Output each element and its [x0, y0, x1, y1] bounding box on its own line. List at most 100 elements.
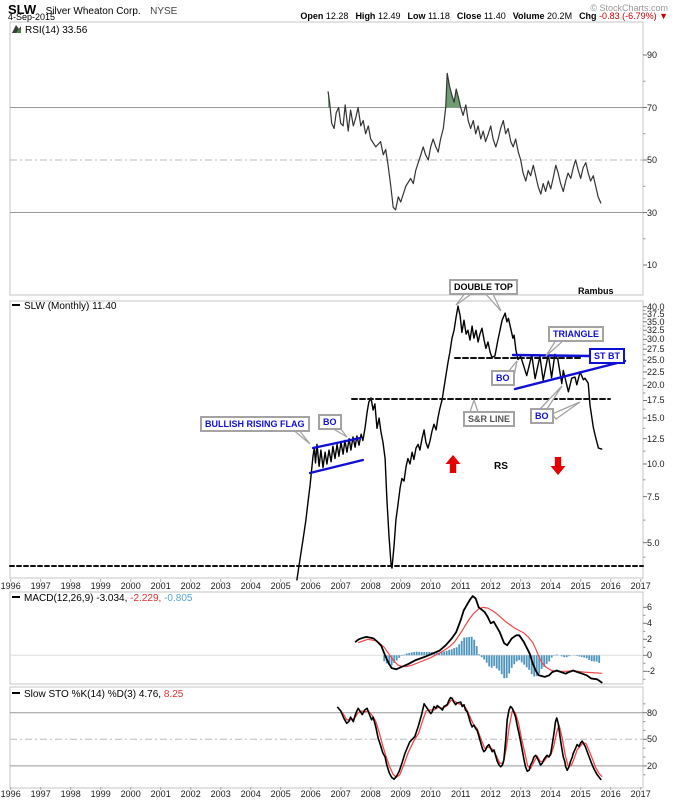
quote-label-high: High [355, 11, 376, 21]
area-chart-icon [12, 25, 21, 33]
sto-ytick-50: 50 [647, 734, 658, 745]
x-axis-year-1998-row1: 1998 [60, 789, 81, 799]
x-axis-year-2001-row0: 2001 [150, 581, 171, 591]
quote-label-chg: Chg [579, 11, 597, 21]
x-axis-year-2011-row1: 2011 [451, 789, 471, 799]
x-axis-year-2010-row0: 2010 [420, 581, 441, 591]
x-axis-year-1996-row0: 1996 [0, 581, 21, 591]
rsi-ytick-90: 90 [647, 50, 658, 60]
price-ytick-12.5: 12.5 [647, 433, 665, 444]
x-axis-year-2003-row1: 2003 [210, 789, 231, 799]
x-axis-year-2016-row0: 2016 [600, 581, 621, 591]
x-axis-year-2002-row1: 2002 [180, 789, 201, 799]
sto-label-part-0: Slow STO %K(14) %D(3) 4.76, [24, 689, 162, 700]
price-ytick-37.5: 37.5 [647, 309, 665, 319]
ohlc-quote-row: Open 12.28 High 12.49 Low 11.18 Close 11.40… [300, 11, 668, 21]
legend-dash-icon [12, 304, 20, 307]
exchange-name: NYSE [150, 6, 178, 17]
ticker-symbol: SLW [8, 2, 37, 17]
legend-dash-icon [12, 692, 20, 695]
x-axis-year-2012-row1: 2012 [480, 789, 501, 799]
macd-ytick--2: -2 [647, 666, 656, 677]
price-ytick-10.0: 10.0 [647, 459, 665, 469]
rsi-ytick-70: 70 [647, 102, 658, 113]
rs-label: RS [494, 461, 508, 472]
rsi-ytick-30: 30 [647, 207, 658, 218]
flag-upper-trendline [311, 436, 362, 450]
quote-value-low: 11.18 [425, 11, 450, 21]
sto-indicator-label: Slow STO %K(14) %D(3) 4.76, 8.25 [12, 689, 183, 700]
x-axis-year-2015-row0: 2015 [570, 581, 591, 591]
x-axis-year-2012-row0: 2012 [480, 581, 501, 591]
macd-indicator-label: MACD(12,26,9) -3.034, -2.229, -0.805 [12, 593, 192, 604]
flag-lower-trendline [308, 458, 365, 475]
annotation-triangle: TRIANGLE [548, 326, 604, 342]
rsi-indicator-label: RSI(14) 33.56 [12, 24, 87, 36]
annotation-rambus: Rambus [578, 286, 614, 296]
x-axis-year-1998-row0: 1998 [60, 581, 81, 591]
annotation-snr-line: S&R LINE [463, 411, 516, 427]
triangle-top-trendline [511, 353, 592, 358]
sto-panel [9, 686, 644, 789]
rsi-ytick-50: 50 [647, 155, 658, 165]
x-axis-year-2007-row1: 2007 [330, 789, 351, 799]
quote-item: Chg -0.83 (-6.79%) ▼ [579, 11, 668, 21]
x-axis-year-2016-row1: 2016 [600, 789, 621, 799]
header: SLW Silver Wheaton Corp. NYSE [8, 1, 177, 19]
x-axis-year-2003-row0: 2003 [210, 581, 231, 591]
red-down-arrow [550, 466, 566, 475]
quote-item: High 12.49 [355, 11, 400, 21]
sto-ytick-80: 80 [647, 707, 658, 718]
annotation-bo-triangle: BO [491, 370, 515, 386]
price-ytick-5.0: 5.0 [647, 537, 660, 548]
price-panel [9, 300, 644, 579]
red-up-arrow [445, 455, 461, 464]
price-ytick-30.0: 30.0 [647, 334, 665, 345]
macd-label-part-0: MACD(12,26,9) -3.034, [24, 593, 128, 604]
price-ytick-27.5: 27.5 [647, 344, 665, 355]
quote-label-low: Low [407, 11, 426, 21]
price-indicator-label: SLW (Monthly) 11.40 [12, 301, 116, 312]
quote-item: Close 11.40 [457, 11, 506, 21]
sto-ytick-20: 20 [647, 760, 658, 771]
x-axis-year-2013-row0: 2013 [510, 581, 531, 591]
price-ytick-17.5: 17.5 [647, 395, 665, 406]
x-axis-year-2009-row1: 2009 [390, 789, 411, 799]
price-ytick-32.5: 32.5 [647, 325, 665, 336]
price-ytick-35.0: 35.0 [647, 316, 665, 327]
macd-panel [9, 591, 644, 685]
sto-d [338, 699, 603, 779]
price-ytick-22.5: 22.5 [647, 366, 665, 377]
rsi-ytick-10: 10 [647, 260, 658, 270]
x-axis-year-2001-row1: 2001 [150, 789, 171, 799]
annotation-double-top: DOUBLE TOP [449, 279, 518, 295]
quote-value-open: 12.28 [323, 11, 349, 21]
macd-ytick-4: 4 [647, 618, 653, 629]
x-axis-year-2004-row0: 2004 [240, 581, 261, 591]
x-axis-year-2008-row1: 2008 [360, 789, 381, 799]
chart-date: 4-Sep-2015 [8, 12, 56, 22]
x-axis-year-2004-row1: 2004 [240, 789, 261, 799]
x-axis-year-2015-row1: 2015 [570, 789, 591, 799]
x-axis-year-2017-row0: 2017 [630, 581, 651, 591]
sto-label-part-1: 8.25 [161, 689, 184, 700]
x-axis-year-1997-row1: 1997 [30, 789, 51, 799]
x-axis-year-2007-row0: 2007 [330, 581, 351, 591]
x-axis-year-2013-row1: 2013 [510, 789, 531, 799]
annotation-bo-flag: BO [318, 414, 342, 430]
price-ytick-25.0: 25.0 [647, 355, 665, 366]
x-axis-year-2002-row0: 2002 [180, 581, 201, 591]
x-axis-year-2000-row1: 2000 [120, 789, 141, 799]
rsi-panel [9, 21, 644, 296]
quote-value-chg: -0.83 (-6.79%) ▼ [596, 11, 668, 21]
macd-histogram [383, 636, 601, 679]
quote-label-volume: Volume [512, 11, 545, 21]
annotation-tail-bo-snr [550, 401, 581, 420]
quote-value-close: 11.40 [481, 11, 506, 21]
x-axis-year-2005-row1: 2005 [270, 789, 291, 799]
quote-item: Volume 20.2M [513, 11, 572, 21]
annotation-bo-snr: BO [530, 408, 554, 424]
price-line [296, 305, 603, 581]
quote-value-high: 12.49 [375, 11, 401, 21]
